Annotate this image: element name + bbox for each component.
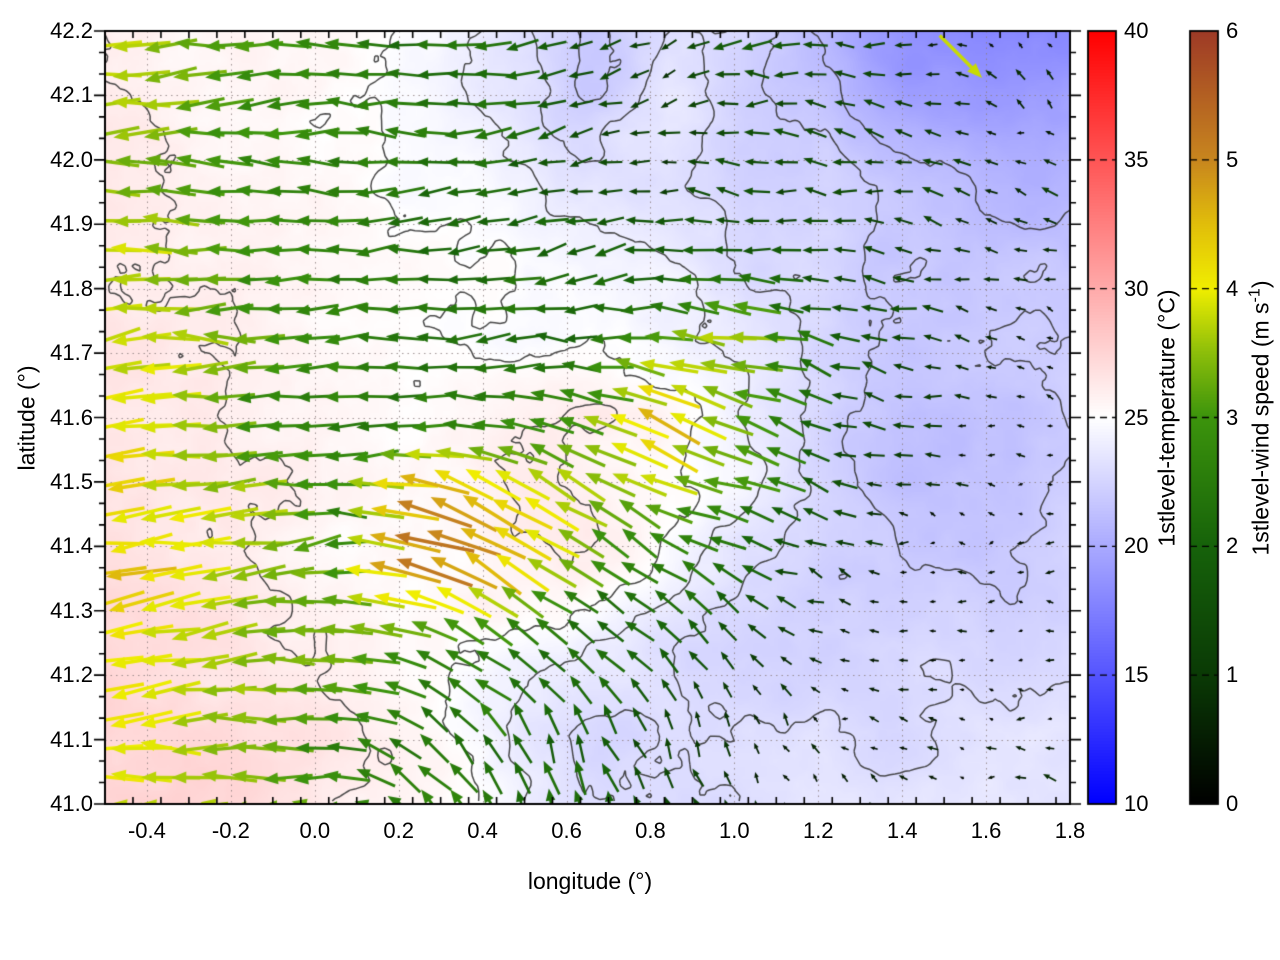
temperature-colorbar-tick-label: 20 — [1124, 533, 1149, 559]
x-tick-label: 1.0 — [719, 818, 750, 843]
x-tick-label: 0.6 — [551, 818, 582, 843]
wind-colorbar-tick-label: 5 — [1226, 146, 1239, 172]
y-tick-label: 42.0 — [50, 146, 93, 172]
y-tick-label: 41.4 — [50, 533, 93, 559]
x-tick-label: 1.2 — [802, 818, 834, 843]
wind-colorbar-tick-label: 2 — [1226, 533, 1239, 559]
wind-colorbar-title-text: 1stlevel-wind speed (m s — [1247, 302, 1274, 556]
wind-colorbar-tick-label: 4 — [1226, 275, 1239, 301]
y-tick-label: 41.5 — [50, 468, 93, 494]
x-tick-label: 1.8 — [1054, 818, 1086, 843]
x-tick-label: 0.4 — [467, 818, 498, 843]
x-tick-label: 0.8 — [635, 818, 666, 843]
wind-colorbar-tick-label: 6 — [1226, 18, 1239, 43]
y-tick-label: 41.2 — [50, 662, 93, 688]
wind-colorbar-title-close: ) — [1247, 280, 1274, 289]
temperature-colorbar-tick-label: 15 — [1124, 662, 1149, 688]
y-tick-label: 41.6 — [50, 404, 93, 430]
temperature-colorbar-tick-label: 40 — [1124, 18, 1149, 43]
wind-colorbar-title: 1stlevel-wind speed (m s-1) — [1246, 280, 1275, 555]
y-tick-label: 41.8 — [50, 275, 93, 301]
temperature-colorbar-tick-label: 35 — [1124, 146, 1149, 172]
y-axis-label: latitude (°) — [13, 365, 40, 471]
x-tick-label: -0.2 — [211, 818, 250, 843]
wind-colorbar-tick-label: 1 — [1226, 662, 1239, 688]
temperature-colorbar-tick-label: 25 — [1124, 404, 1149, 430]
y-tick-label: 41.9 — [50, 211, 93, 237]
y-tick-label: 41.1 — [50, 726, 93, 752]
temperature-colorbar-tick-label: 30 — [1124, 275, 1149, 301]
temperature-colorbar-tick-label: 10 — [1124, 791, 1149, 816]
y-tick-label: 42.1 — [50, 82, 93, 108]
temperature-colorbar-title: 1stlevel-temperature (°C) — [1153, 289, 1180, 547]
y-tick-label: 42.2 — [50, 18, 93, 43]
y-tick-label: 41.3 — [50, 597, 93, 623]
x-tick-label: 1.6 — [970, 818, 1002, 843]
wind-colorbar-tick-label: 0 — [1226, 791, 1239, 816]
wind-colorbar-tick-label: 3 — [1226, 404, 1239, 430]
x-axis-label: longitude (°) — [527, 868, 653, 894]
x-tick-label: -0.4 — [127, 818, 166, 843]
y-tick-label: 41.0 — [50, 791, 93, 816]
x-tick-label: 0.0 — [299, 818, 331, 843]
x-tick-label: 1.4 — [886, 818, 918, 843]
wind-colorbar-title-superscript: -1 — [1245, 288, 1264, 303]
x-tick-label: 0.2 — [383, 818, 414, 843]
y-tick-label: 41.7 — [50, 340, 93, 366]
